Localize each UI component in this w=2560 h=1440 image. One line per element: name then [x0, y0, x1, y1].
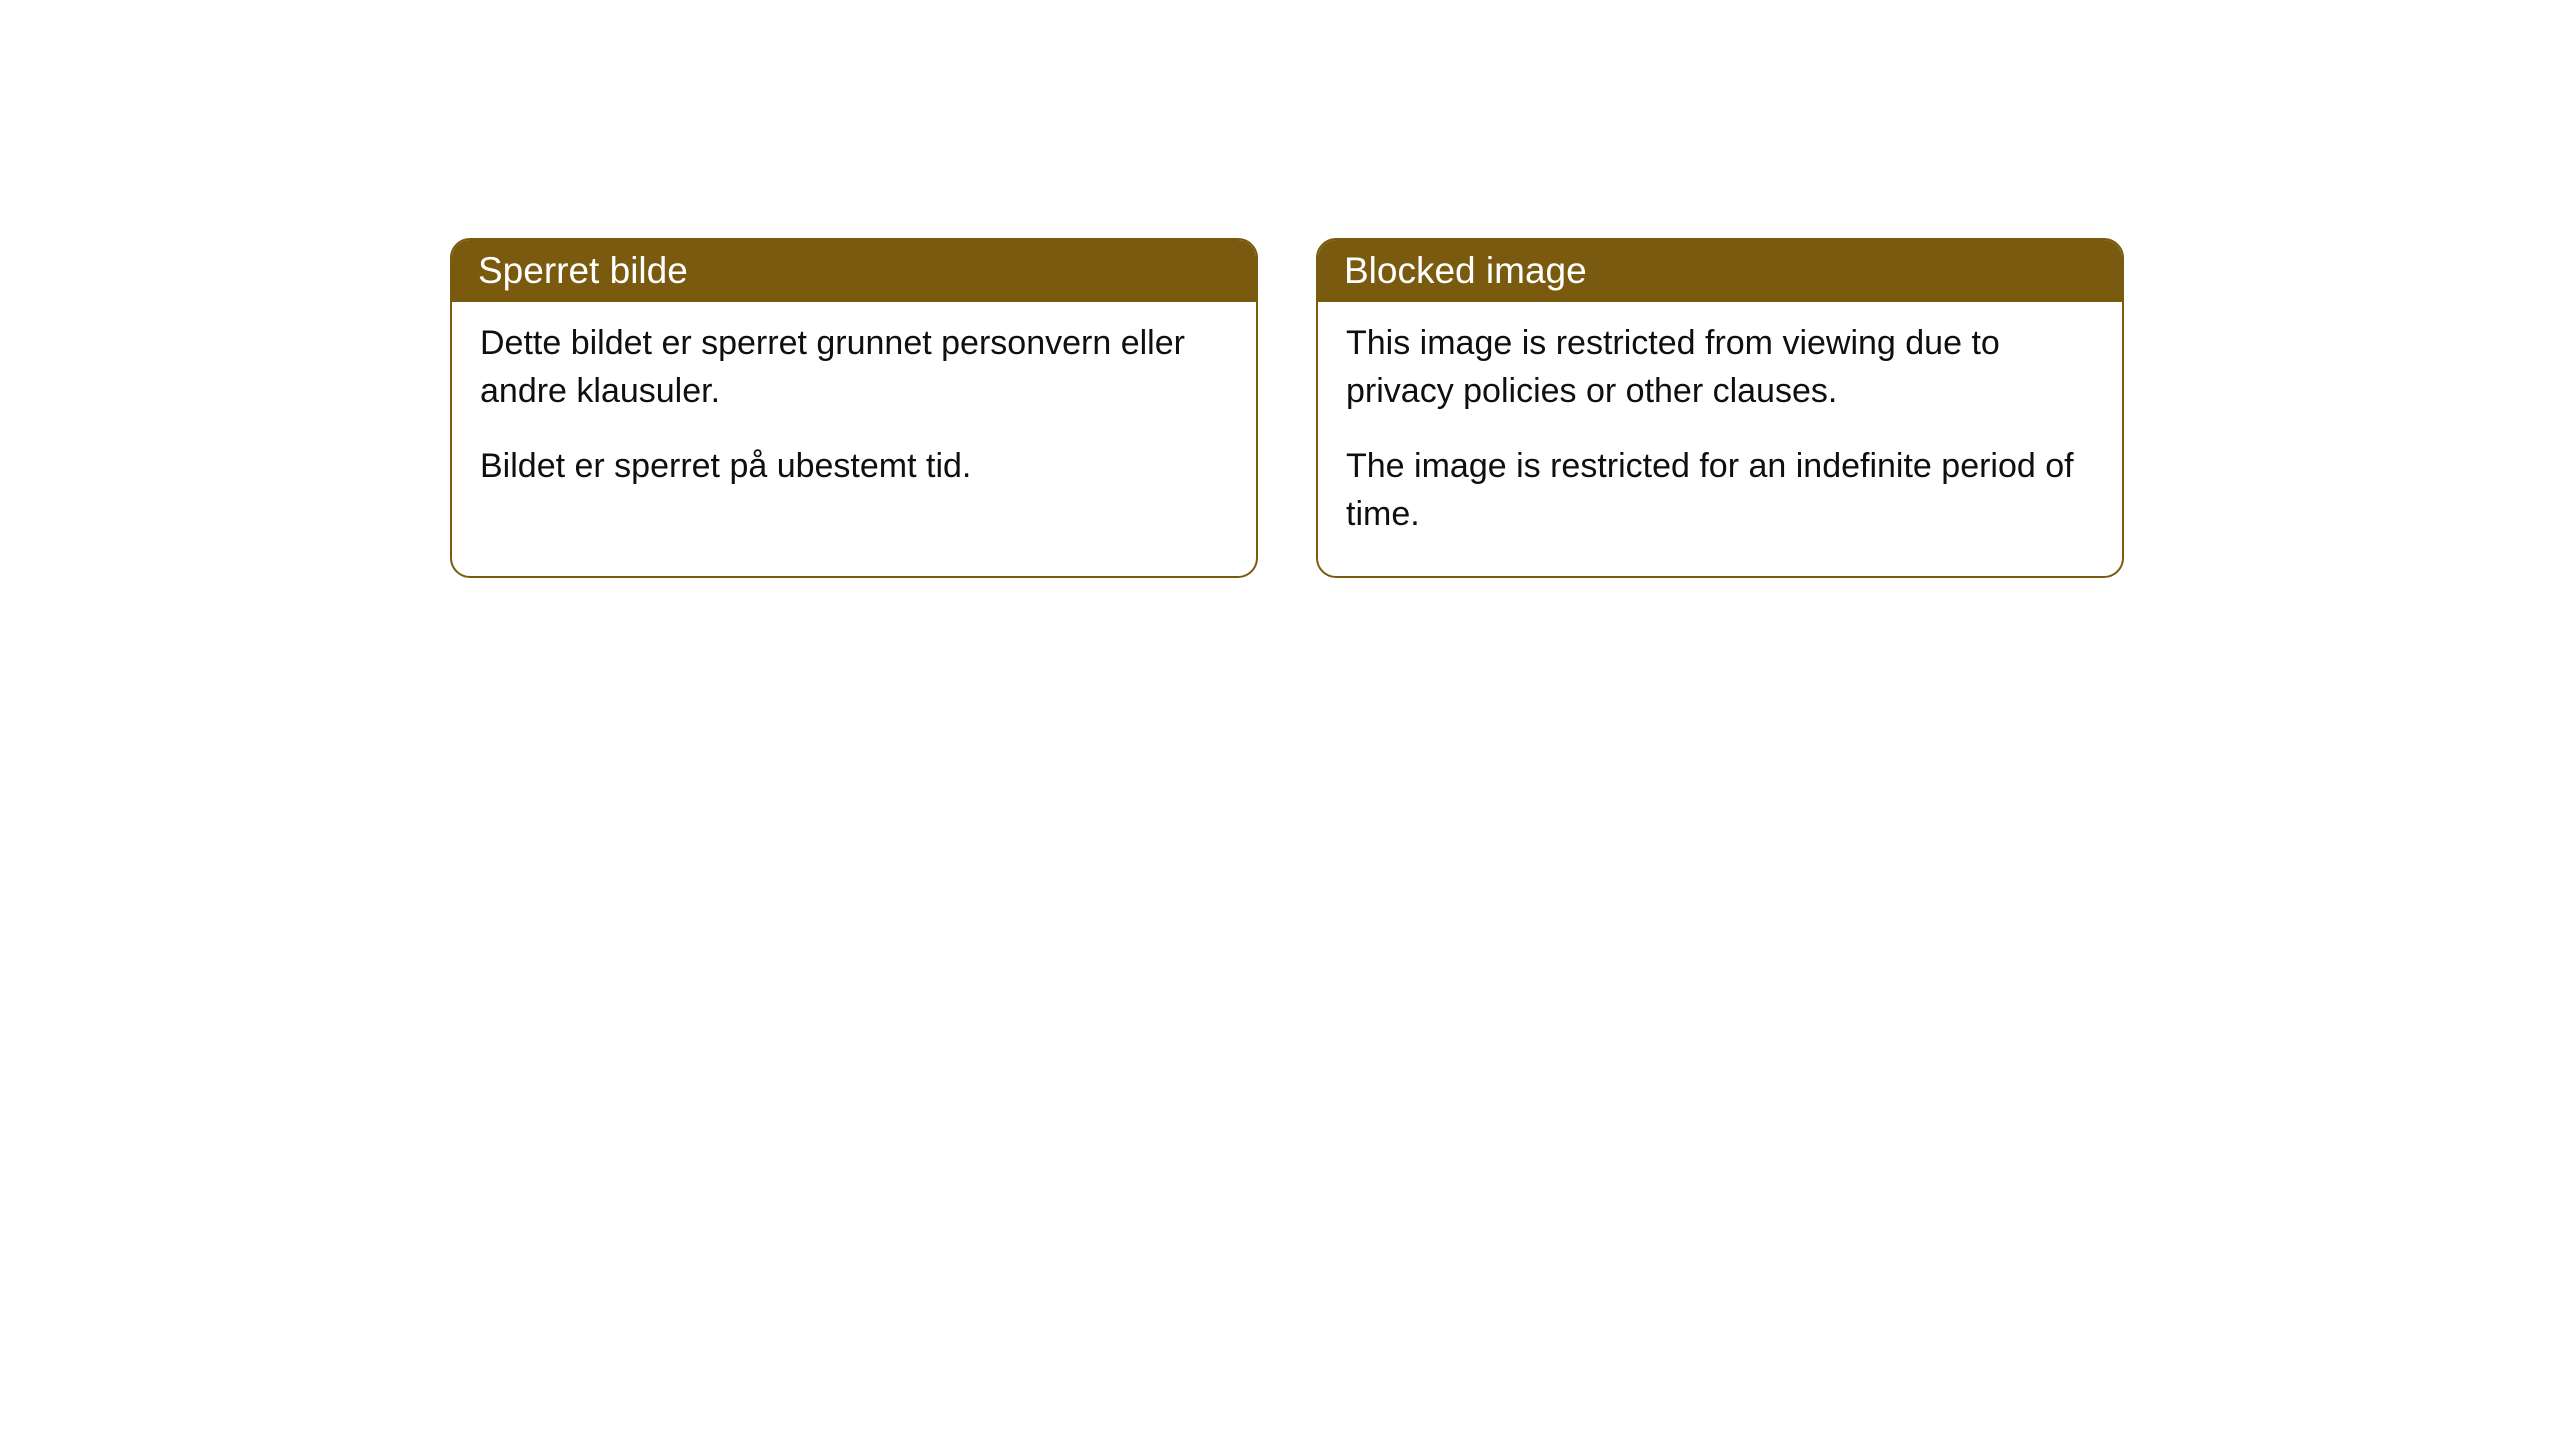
card-paragraph-1: This image is restricted from viewing du… [1346, 320, 2094, 415]
card-body-norwegian: Dette bildet er sperret grunnet personve… [452, 302, 1256, 529]
blocked-image-card-norwegian: Sperret bilde Dette bildet er sperret gr… [450, 238, 1258, 578]
card-header-norwegian: Sperret bilde [452, 240, 1256, 302]
notice-cards-container: Sperret bilde Dette bildet er sperret gr… [450, 238, 2124, 578]
card-paragraph-2: The image is restricted for an indefinit… [1346, 443, 2094, 538]
card-paragraph-1: Dette bildet er sperret grunnet personve… [480, 320, 1228, 415]
blocked-image-card-english: Blocked image This image is restricted f… [1316, 238, 2124, 578]
card-paragraph-2: Bildet er sperret på ubestemt tid. [480, 443, 1228, 491]
card-title: Blocked image [1344, 250, 1587, 291]
card-title: Sperret bilde [478, 250, 688, 291]
card-header-english: Blocked image [1318, 240, 2122, 302]
card-body-english: This image is restricted from viewing du… [1318, 302, 2122, 576]
